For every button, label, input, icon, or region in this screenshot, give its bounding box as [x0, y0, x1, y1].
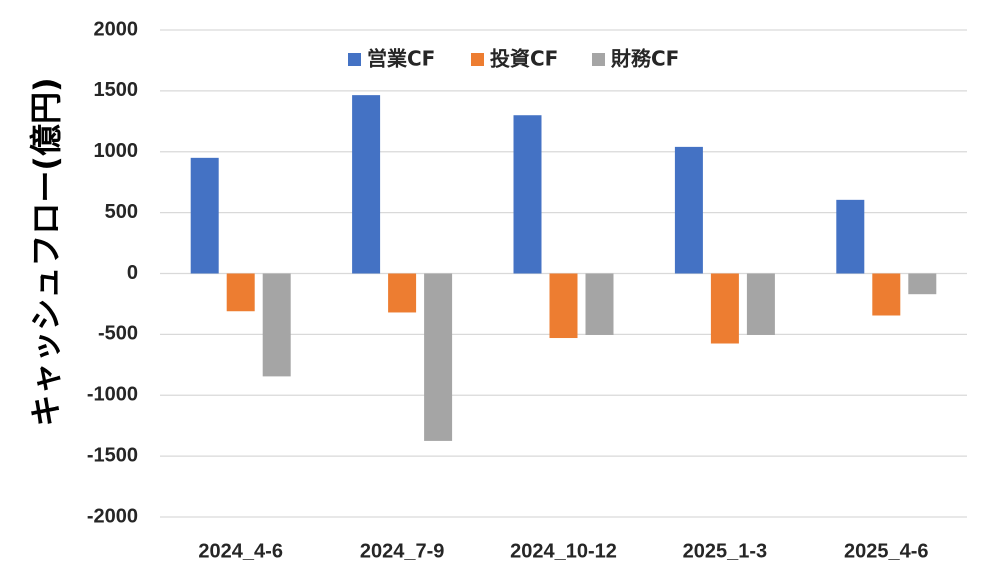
bars [190, 95, 937, 441]
x-axis-categories: 2024_4-6 2024_7-9 2024_10-12 2025_1-3 2025_4… [198, 540, 928, 562]
x-category-label: 2024_7-9 [360, 540, 445, 562]
bar-2-3 [549, 273, 578, 339]
y-tick-label: 2000 [94, 18, 139, 40]
bar-3-3 [585, 273, 614, 335]
y-tick-label: 1000 [94, 140, 139, 162]
bar-1-2 [352, 95, 381, 274]
legend-swatch [471, 53, 484, 66]
bar-3-2 [424, 273, 453, 441]
legend-label: 投資CF [490, 47, 558, 71]
y-tick-label: -500 [98, 323, 138, 345]
legend: 営業CF 投資CF 財務CF [348, 47, 679, 71]
y-axis-label: キャッシュフロー(億円) [27, 77, 65, 426]
y-tick-label: -2000 [87, 505, 138, 527]
bar-1-4 [674, 146, 703, 274]
y-tick-label: 1500 [94, 79, 139, 101]
y-tick-label: -1000 [87, 384, 138, 406]
x-category-label: 2024_4-6 [198, 540, 283, 562]
x-category-label: 2024_10-12 [510, 540, 617, 562]
bar-2-4 [710, 273, 739, 344]
bar-1-3 [513, 115, 542, 274]
legend-swatch [348, 53, 361, 66]
y-tick-label: -1500 [87, 444, 138, 466]
y-tick-label: 0 [127, 262, 138, 284]
bar-3-4 [746, 273, 775, 335]
legend-swatch [592, 53, 605, 66]
y-tick-label: 500 [105, 201, 138, 223]
legend-label: 営業CF [367, 47, 435, 71]
bar-3-5 [908, 273, 937, 295]
y-axis-ticks: 2000 1500 1000 500 0 -500 -1000 -1500 -2000 [87, 18, 138, 527]
x-category-label: 2025_4-6 [844, 540, 929, 562]
x-category-label: 2025_1-3 [683, 540, 768, 562]
bar-2-5 [872, 273, 901, 316]
bar-2-2 [388, 273, 417, 313]
bar-1-5 [836, 199, 865, 274]
bar-2-1 [226, 273, 255, 312]
legend-label: 財務CF [611, 47, 679, 71]
bar-1-1 [190, 157, 219, 274]
bar-3-1 [262, 273, 291, 377]
